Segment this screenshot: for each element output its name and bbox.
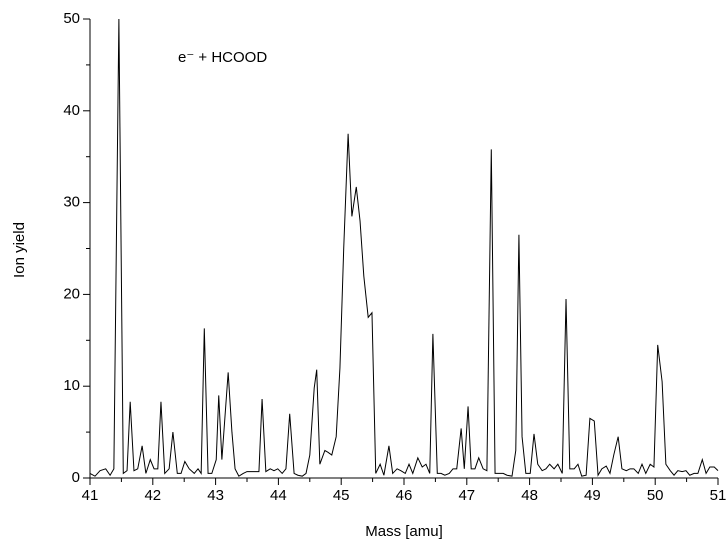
x-tick-label: 46 xyxy=(396,487,413,504)
x-tick-label: 50 xyxy=(647,487,664,504)
x-tick-label: 49 xyxy=(584,487,601,504)
x-tick-label: 47 xyxy=(458,487,475,504)
y-axis-label: Ion yield xyxy=(11,222,28,278)
x-tick-label: 51 xyxy=(710,487,727,504)
axes xyxy=(89,19,718,479)
x-tick-label: 44 xyxy=(270,487,287,504)
x-tick-label: 48 xyxy=(521,487,538,504)
x-tick-label: 41 xyxy=(82,487,99,504)
y-tick-label: 50 xyxy=(63,10,80,27)
y-tick-label: 40 xyxy=(63,102,80,119)
y-tick-label: 10 xyxy=(63,377,80,394)
x-tick-label: 42 xyxy=(144,487,161,504)
annotation: e⁻ + HCOOD xyxy=(178,49,267,66)
x-tick-label: 45 xyxy=(333,487,350,504)
data-line xyxy=(89,18,719,477)
y-tick-label: 0 xyxy=(72,469,80,486)
x-axis-label: Mass [amu] xyxy=(365,523,443,540)
y-tick-label: 20 xyxy=(63,285,80,302)
y-tick-label: 30 xyxy=(63,194,80,211)
x-tick-label: 43 xyxy=(207,487,224,504)
